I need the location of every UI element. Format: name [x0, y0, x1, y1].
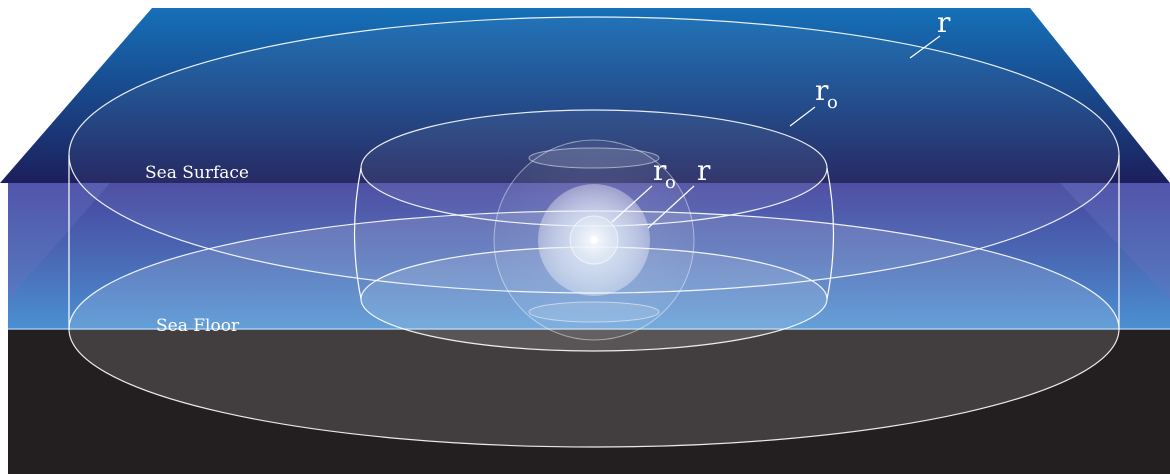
outer-reference-subscript: o	[827, 92, 838, 113]
outer-reference-radius-label: r	[815, 74, 829, 107]
inner-radius-leader	[647, 185, 695, 229]
inner-reference-subscript: o	[665, 172, 676, 193]
outer-sphere-top-cap	[528, 147, 660, 169]
spherical-source	[493, 139, 695, 341]
water-side-left	[8, 183, 110, 300]
outer-reference-leader	[789, 106, 816, 127]
inner-reference-leader	[611, 185, 653, 223]
reference-cylinder-right-wall	[826, 167, 835, 300]
source-point	[590, 236, 598, 244]
outer-radius-leader	[909, 35, 941, 59]
sea-floor-block	[8, 329, 1170, 474]
sea-floor-label: Sea Floor	[156, 316, 240, 336]
reference-cylinder-left-wall	[353, 167, 362, 300]
outer-sphere-bottom-cap	[528, 301, 660, 323]
sea-surface-label: Sea Surface	[145, 163, 249, 183]
outer-radius-label: r	[937, 6, 951, 39]
inner-radius-label: r	[697, 154, 711, 187]
water-side-right	[1060, 183, 1170, 300]
inner-reference-radius-label: r	[653, 154, 667, 187]
sea-surface-plane	[0, 8, 1170, 183]
